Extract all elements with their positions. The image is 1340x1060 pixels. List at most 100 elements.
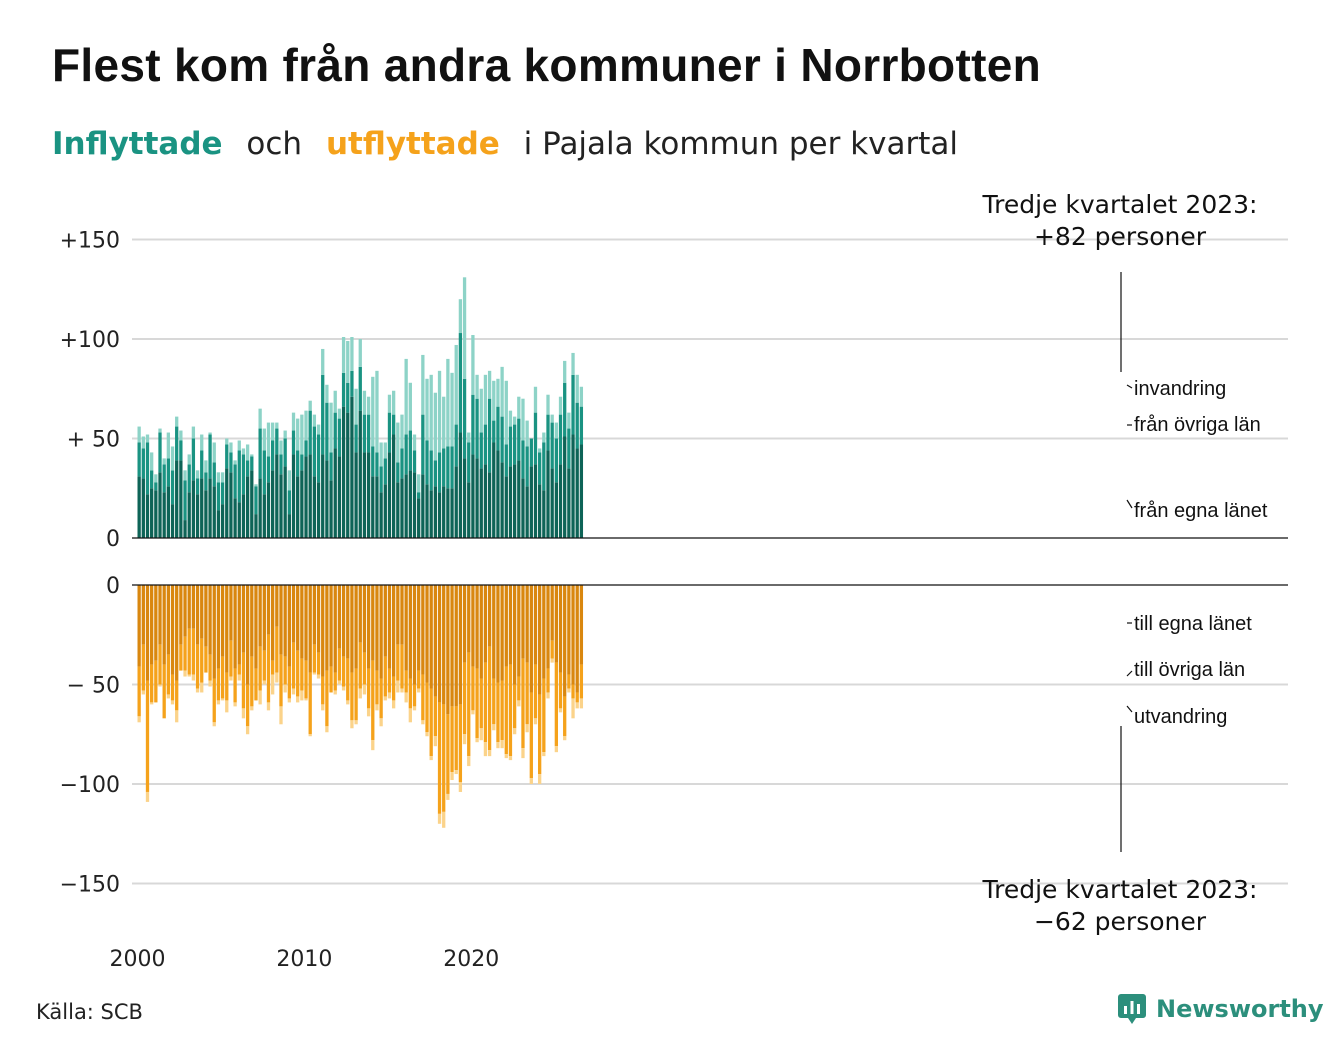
bar-out-segment bbox=[550, 585, 554, 641]
bar-out-segment bbox=[204, 585, 208, 647]
bar-in-segment bbox=[538, 484, 542, 538]
bar-out-segment bbox=[563, 585, 567, 697]
bar-in-segment bbox=[396, 422, 400, 463]
bar-in-segment bbox=[391, 414, 396, 435]
bar-in-segment bbox=[304, 440, 308, 457]
bar-in-segment bbox=[183, 480, 187, 521]
bar-in-segment bbox=[512, 464, 517, 538]
bar-out-segment bbox=[358, 688, 362, 699]
bar-out-segment bbox=[237, 664, 241, 675]
bar-in-segment bbox=[312, 476, 317, 538]
bar-out-segment bbox=[350, 720, 354, 729]
bar-out-segment bbox=[429, 585, 433, 689]
bar-in-segment bbox=[266, 456, 271, 483]
bar-in-segment bbox=[337, 418, 342, 457]
bar-out-segment bbox=[538, 694, 542, 775]
bar-out-segment bbox=[229, 676, 233, 681]
bar-in-segment bbox=[216, 482, 221, 511]
bar-out-segment bbox=[325, 726, 329, 733]
bar-out-segment bbox=[329, 585, 333, 667]
bar-out-segment bbox=[279, 706, 283, 725]
bar-in-segment bbox=[179, 430, 183, 441]
bar-out-segment bbox=[542, 678, 546, 753]
bar-out-segment bbox=[371, 740, 375, 751]
bar-in-segment bbox=[496, 406, 500, 451]
bar-in-segment bbox=[387, 394, 392, 413]
bar-out-segment bbox=[179, 644, 183, 671]
bar-out-segment bbox=[300, 585, 304, 659]
bar-in-segment bbox=[504, 444, 508, 477]
bar-out-segment bbox=[333, 690, 337, 695]
bar-out-segment bbox=[421, 720, 425, 725]
bar-out-segment bbox=[329, 666, 333, 693]
bar-out-segment bbox=[166, 585, 171, 655]
bar-out-segment bbox=[358, 642, 362, 689]
bar-out-segment bbox=[512, 728, 517, 735]
bar-in-segment bbox=[175, 426, 179, 461]
bar-in-segment bbox=[525, 486, 529, 538]
bar-out-segment bbox=[442, 585, 446, 705]
bar-out-segment bbox=[191, 674, 196, 681]
bar-in-segment bbox=[266, 482, 271, 538]
bar-out-segment bbox=[187, 628, 191, 675]
bar-in-segment bbox=[162, 464, 166, 493]
bar-in-segment bbox=[316, 482, 321, 538]
bar-in-segment bbox=[462, 277, 467, 379]
bar-out-segment bbox=[412, 585, 417, 685]
bar-in-segment bbox=[187, 492, 191, 538]
bar-out-segment bbox=[496, 585, 500, 683]
bar-out-segment bbox=[437, 585, 442, 703]
bar-in-segment bbox=[563, 360, 567, 383]
bar-out-segment bbox=[458, 782, 463, 792]
bar-in-segment bbox=[387, 452, 392, 538]
bar-in-segment bbox=[296, 476, 300, 538]
bar-in-segment bbox=[571, 352, 575, 375]
bar-in-segment bbox=[579, 386, 584, 407]
bar-in-segment bbox=[166, 486, 171, 538]
bar-in-segment bbox=[512, 424, 517, 465]
bar-in-segment bbox=[500, 462, 504, 538]
bar-in-segment bbox=[400, 414, 404, 449]
bar-out-segment bbox=[446, 585, 450, 715]
bar-in-segment bbox=[304, 456, 308, 538]
bar-out-segment bbox=[220, 698, 225, 701]
bar-out-segment bbox=[400, 585, 404, 645]
bar-in-segment bbox=[208, 432, 212, 435]
bar-in-segment bbox=[525, 420, 529, 447]
bar-in-segment bbox=[391, 434, 396, 538]
bar-in-segment bbox=[258, 478, 262, 538]
bar-in-segment bbox=[404, 358, 408, 435]
bar-out-segment bbox=[521, 748, 525, 759]
bar-out-segment bbox=[408, 678, 412, 709]
bar-in-segment bbox=[300, 414, 304, 455]
bar-out-segment bbox=[408, 585, 412, 679]
subtitle-rest: i Pajala kommun per kvartal bbox=[523, 126, 959, 162]
bar-in-segment bbox=[496, 378, 500, 407]
bar-out-segment bbox=[517, 585, 521, 677]
bar-out-segment bbox=[504, 754, 508, 759]
bar-out-segment bbox=[354, 720, 358, 725]
bar-out-segment bbox=[250, 656, 254, 707]
bar-out-segment bbox=[496, 742, 500, 749]
bar-in-segment bbox=[458, 299, 463, 334]
bar-out-segment bbox=[287, 698, 291, 703]
bar-out-segment bbox=[254, 585, 258, 669]
bar-in-segment bbox=[204, 490, 208, 538]
bar-in-segment bbox=[200, 434, 204, 451]
bar-out-segment bbox=[304, 660, 308, 699]
bar-in-segment bbox=[258, 408, 262, 429]
bar-out-segment bbox=[558, 585, 563, 673]
bar-out-segment bbox=[250, 706, 254, 711]
bar-out-segment bbox=[467, 585, 471, 653]
bar-out-segment bbox=[467, 756, 471, 767]
bar-in-segment bbox=[379, 466, 383, 493]
bar-in-segment bbox=[550, 422, 554, 469]
bar-in-segment bbox=[170, 504, 175, 538]
bar-out-segment bbox=[354, 585, 358, 669]
bar-in-segment bbox=[496, 450, 500, 538]
bar-in-segment bbox=[358, 410, 362, 538]
bar-out-segment bbox=[229, 640, 233, 677]
source-note: Källa: SCB bbox=[36, 1000, 143, 1024]
bar-in-segment bbox=[166, 458, 171, 487]
bar-out-segment bbox=[225, 672, 229, 701]
